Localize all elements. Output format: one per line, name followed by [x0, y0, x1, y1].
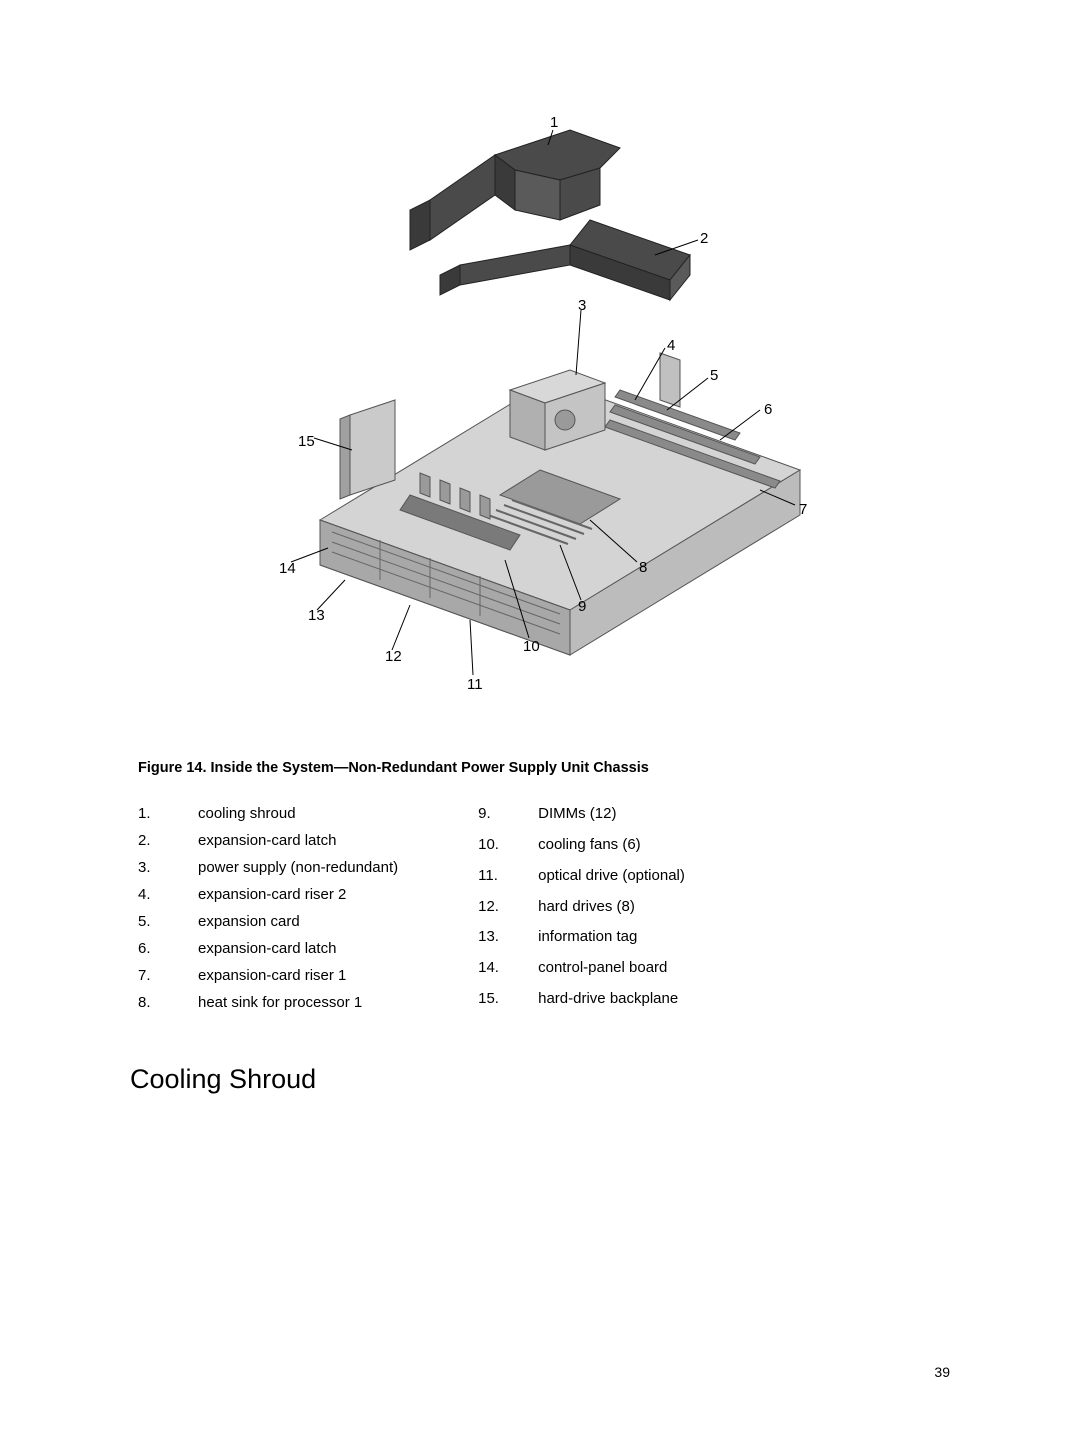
callout-11: 11	[467, 676, 483, 693]
legend-col-right: 9.DIMMs (12) 10.cooling fans (6) 11.opti…	[478, 800, 685, 1016]
figure-area: 1 2 3 4 5 6 7 8 9 10 11 12 13 14 15	[260, 100, 820, 720]
legend-num: 10.	[478, 831, 538, 862]
legend-num: 8.	[138, 989, 198, 1016]
page: 1 2 3 4 5 6 7 8 9 10 11 12 13 14 15 Figu…	[0, 0, 1080, 1434]
legend: 1.cooling shroud 2.expansion-card latch …	[138, 800, 950, 1016]
callout-9: 9	[578, 598, 586, 615]
callout-14: 14	[279, 560, 296, 577]
legend-text: hard-drive backplane	[538, 985, 685, 1016]
section-heading: Cooling Shroud	[130, 1064, 950, 1095]
page-number: 39	[934, 1364, 950, 1380]
callout-1: 1	[550, 114, 558, 131]
figure-caption: Figure 14. Inside the System—Non-Redunda…	[138, 760, 950, 776]
callout-10: 10	[523, 638, 540, 655]
callout-4: 4	[667, 337, 675, 354]
legend-text: power supply (non-redundant)	[198, 854, 398, 881]
callout-7: 7	[799, 501, 807, 518]
legend-text: expansion card	[198, 908, 398, 935]
legend-text: expansion-card riser 1	[198, 962, 398, 989]
legend-text: expansion-card latch	[198, 827, 398, 854]
callout-3: 3	[578, 297, 586, 314]
callout-6: 6	[764, 401, 772, 418]
legend-num: 6.	[138, 935, 198, 962]
legend-num: 12.	[478, 893, 538, 924]
legend-num: 5.	[138, 908, 198, 935]
legend-text: cooling shroud	[198, 800, 398, 827]
legend-text: information tag	[538, 923, 685, 954]
legend-text: control-panel board	[538, 954, 685, 985]
legend-num: 1.	[138, 800, 198, 827]
callout-15: 15	[298, 433, 315, 450]
legend-num: 7.	[138, 962, 198, 989]
legend-num: 2.	[138, 827, 198, 854]
legend-num: 4.	[138, 881, 198, 908]
legend-num: 9.	[478, 800, 538, 831]
legend-num: 13.	[478, 923, 538, 954]
legend-num: 3.	[138, 854, 198, 881]
callout-2: 2	[700, 230, 708, 247]
legend-text: cooling fans (6)	[538, 831, 685, 862]
legend-num: 15.	[478, 985, 538, 1016]
system-diagram	[260, 100, 820, 720]
legend-col-left: 1.cooling shroud 2.expansion-card latch …	[138, 800, 398, 1016]
legend-num: 11.	[478, 862, 538, 893]
legend-text: optical drive (optional)	[538, 862, 685, 893]
callout-5: 5	[710, 367, 718, 384]
legend-text: expansion-card riser 2	[198, 881, 398, 908]
legend-num: 14.	[478, 954, 538, 985]
legend-text: hard drives (8)	[538, 893, 685, 924]
callout-12: 12	[385, 648, 402, 665]
legend-text: expansion-card latch	[198, 935, 398, 962]
legend-text: heat sink for processor 1	[198, 989, 398, 1016]
legend-text: DIMMs (12)	[538, 800, 685, 831]
callout-8: 8	[639, 559, 647, 576]
callout-13: 13	[308, 607, 325, 624]
